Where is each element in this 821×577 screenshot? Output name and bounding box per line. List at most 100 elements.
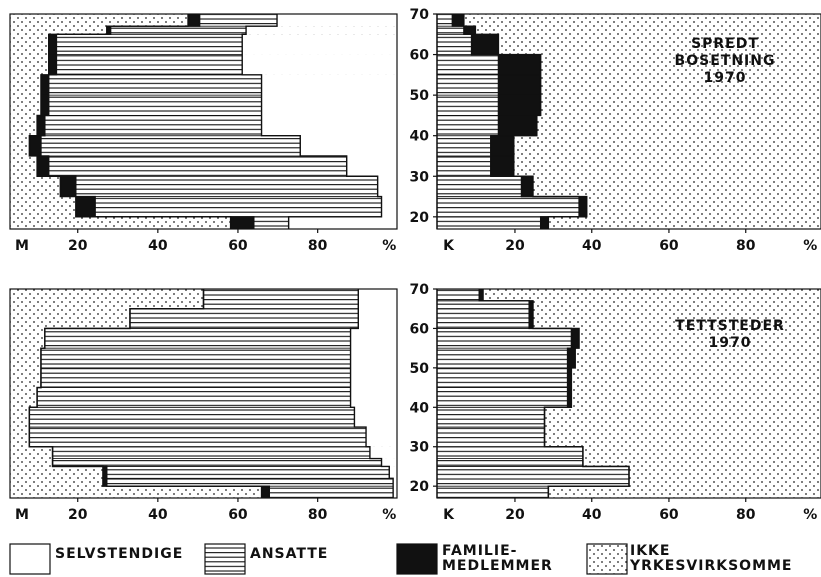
bar-ikke-age-35-40 [544,407,821,428]
y-tick-label: 50 [410,361,430,377]
bar-ikke-age-30-35 [10,155,38,177]
bar-ikke-age-65-67 [533,300,821,309]
legend: SELVSTENDIGE ANSATTE FAMILIE-MEDLEMMER IKKE… [9,543,793,575]
bar-familie-age-35-40 [490,135,515,157]
bar-ansatte-age-55-60 [436,54,499,76]
bar-selvstendige-age-17-20 [393,486,397,498]
bar-ansatte-age-50-55 [436,347,568,369]
x-tick-label: 40 [148,507,168,523]
x-tick-label: 20 [68,507,88,523]
bar-ikke-age-35-40 [10,407,30,428]
bar-selvstendige-age-35-40 [300,135,397,156]
bar-selvstendige-age-55-60 [242,54,397,75]
bar-ikke-age-20-25 [629,466,821,487]
bar-ikke-age-67-70 [483,289,821,301]
bar-ansatte-age-67-70 [199,13,278,27]
bar-ikke-age-27-30 [10,446,53,459]
bar-ansatte-age-60-65 [436,33,472,55]
x-tick-label: % [382,238,396,254]
bar-ikke-age-67-70 [463,14,821,27]
panel-title-line: TETTSTEDER [675,318,785,334]
bar-ansatte-age-25-27 [436,458,584,467]
title-background [678,316,782,354]
y-tick-label: 40 [410,129,430,145]
panel-frame [9,13,398,230]
bar-selvstendige-age-40-45 [350,387,397,408]
bar-ansatte-age-17-20 [253,216,290,230]
bar-ansatte-age-25-30 [436,175,522,197]
bar-ansatte-age-27-30 [436,446,584,459]
legend-swatch [9,543,51,575]
x-tick-label: 80 [736,238,756,254]
bar-familie-age-60-65 [48,33,57,55]
bar-ikke-age-17-20 [10,486,262,498]
legend-swatch [396,543,438,575]
x-tick-label: 40 [582,507,602,523]
bar-ikke-age-17-20 [548,486,821,498]
bar-ansatte-age-40-45 [436,115,499,137]
women-dispersed-panel: K 20 40 60 80 % 20 30 40 50 60 70 SPREDTBOSETNING197… [410,7,821,254]
bar-ansatte-age-55-60 [436,328,572,349]
bar-ansatte-age-60-65 [436,308,530,329]
bar-familie-age-67-70 [451,13,465,27]
bar-ikke-age-65-67 [10,26,107,35]
panel-title-line: 1970 [709,335,752,351]
bar-familie-age-25-30 [59,175,77,197]
panel-frame [436,288,821,499]
x-tick-label: M [15,507,29,523]
legend-item-selvstendige: SELVSTENDIGE [9,543,183,575]
bar-ikke-age-55-60 [10,54,49,75]
men-urban-panel: % 80 60 40 20 M [9,288,398,523]
bar-selvstendige-age-40-45 [261,115,397,136]
bar-ansatte-age-65-70 [203,288,359,310]
x-tick-label: 40 [148,238,168,254]
bar-selvstendige-age-30-35 [366,427,397,447]
bar-ansatte-age-20-25 [436,196,580,218]
x-tick-label: 60 [659,238,679,254]
bar-ansatte-age-50-55 [40,347,351,369]
bar-ikke-age-45-50 [571,367,821,388]
bar-ansatte-age-17-20 [268,485,394,499]
bar-ikke-age-25-27 [10,458,53,467]
x-tick-label: 80 [736,507,756,523]
legend-label: ANSATTE [250,546,328,562]
bar-ikke-age-20-22 [10,478,103,487]
bar-ansatte-age-20-25 [94,196,382,218]
bar-ansatte-age-35-40 [40,135,301,157]
legend-label: MEDLEMMER [442,558,553,574]
category-boundary-0 [241,14,383,229]
y-tick-label: 30 [410,169,430,185]
bar-selvstendige-age-50-55 [350,348,397,368]
legend-item-familie: FAMILIE-MEDLEMMER [396,543,553,575]
bar-ansatte-age-50-55 [48,74,262,96]
bar-ansatte-age-45-50 [40,367,351,388]
x-tick-label: 20 [505,507,525,523]
bar-familie-age-30-35 [36,155,50,177]
bar-ansatte-age-35-40 [28,406,355,428]
bar-familie-age-17-20 [540,216,549,230]
bar-selvstendige-age-20-25 [381,196,397,217]
bar-familie-age-25-30 [521,175,534,197]
bar-ansatte-age-30-35 [48,155,348,177]
bar-familie-age-40-45 [36,115,46,137]
bar-familie-age-45-50 [498,94,542,116]
bar-familie-age-35-40 [28,135,42,157]
legend-label: SELVSTENDIGE [55,546,183,562]
bar-selvstendige-age-17-20 [288,216,397,229]
bar-ikke-age-20-25 [10,196,76,217]
bar-familie-age-50-55 [567,347,576,369]
bar-selvstendige-age-60-65 [358,308,397,329]
bar-selvstendige-age-67-70 [277,14,397,27]
legend-label: YRKESVIRKSOMME [629,558,793,574]
y-tick-label: 30 [410,440,430,456]
bar-ikke-age-25-30 [533,176,821,197]
y-tick-label: 20 [410,479,430,495]
x-tick-label: 20 [505,238,525,254]
bar-ikke-age-55-60 [10,328,45,349]
bar-selvstendige-age-60-65 [242,34,397,55]
bar-familie-age-67-70 [187,13,201,27]
bar-ansatte-age-20-22 [106,477,394,487]
bar-ansatte-age-25-27 [52,458,382,467]
bar-ikke-age-40-45 [571,387,821,408]
bar-selvstendige-age-45-50 [261,95,397,116]
